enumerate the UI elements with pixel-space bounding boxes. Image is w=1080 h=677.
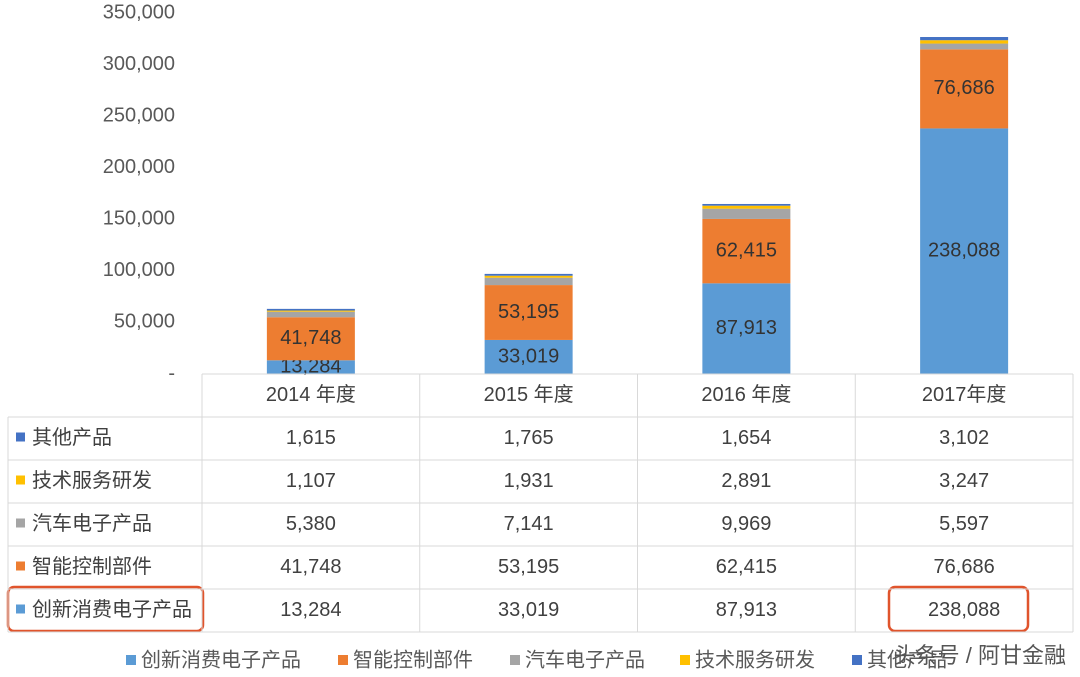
row-label: 汽车电子产品 [32,512,152,535]
table-cell: 1,107 [286,470,336,492]
legend-key [680,655,690,665]
data-label: 41,748 [280,327,341,349]
bar-segment [702,283,791,374]
bar-segment [920,49,1009,129]
legend-label: 其他产品 [867,648,947,671]
table-cell: 9,969 [721,513,771,535]
row-label: 智能控制部件 [32,555,152,578]
table-cell: 1,931 [504,470,554,492]
y-tick-label: 150,000 [103,208,175,230]
y-tick-label: 50,000 [114,311,175,333]
data-label: 87,913 [716,317,777,339]
bar-segment [702,218,791,284]
table-cell: 33,019 [498,599,559,621]
bar-segment [266,311,355,318]
table-cell: 3,247 [939,470,989,492]
bar-segment [702,203,791,206]
data-label: 53,195 [498,301,559,323]
bar-segment [266,317,355,361]
y-tick-label: 350,000 [103,1,175,23]
data-label: 238,088 [928,239,1000,261]
table-cell: 5,597 [939,513,989,535]
legend-label: 汽车电子产品 [525,648,645,671]
y-tick-label: - [168,362,175,384]
data-label: 76,686 [934,77,995,99]
column-header: 2017年度 [922,383,1007,406]
table-cell: 5,380 [286,513,336,535]
y-tick-label: 100,000 [103,259,175,281]
bar-segment [920,40,1009,44]
watermark: 头条号 / 阿甘金融 [894,643,1066,668]
legend-key [852,655,862,665]
bar-segment [484,339,573,374]
highlight-box [887,585,1030,633]
legend-label: 智能控制部件 [353,648,473,671]
table-cell: 41,748 [280,556,341,578]
column-header: 2015 年度 [484,383,574,406]
legend-key [16,561,25,571]
legend-key [16,475,25,485]
bar-segment [266,360,355,374]
table-cell: 3,102 [939,427,989,449]
data-label: 62,415 [716,239,777,261]
legend-key [510,655,520,665]
table-cell: 87,913 [716,599,777,621]
y-tick-label: 300,000 [103,53,175,75]
legend-label: 创新消费电子产品 [141,648,301,671]
table-cell: 62,415 [716,556,777,578]
bar-segment [920,128,1009,374]
bar-segment [702,205,791,209]
y-tick-label: 250,000 [103,104,175,126]
legend-key [16,518,25,528]
y-tick-label: 200,000 [103,156,175,178]
table-cell: 53,195 [498,556,559,578]
bar-segment [920,37,1009,41]
table-cell: 2,891 [721,470,771,492]
legend-key [338,655,348,665]
column-header: 2014 年度 [266,383,356,406]
table-cell: 238,088 [928,599,1000,621]
bar-segment [266,310,355,312]
table-cell: 1,615 [286,427,336,449]
table-cell: 1,654 [721,427,771,449]
table-cell: 7,141 [504,513,554,535]
bar-segment [484,275,573,278]
bar-segment [920,43,1009,50]
bar-segment [484,285,573,340]
legend-key [126,655,136,665]
bar-segment [484,273,573,276]
row-label: 创新消费电子产品 [32,598,192,621]
bar-segment [702,208,791,219]
bar-segment [266,308,355,311]
legend-label: 技术服务研发 [695,648,815,671]
row-label: 技术服务研发 [32,469,152,492]
column-header: 2016 年度 [701,383,791,406]
data-label: 33,019 [498,345,559,367]
row-label: 其他产品 [32,426,112,449]
table-cell: 76,686 [934,556,995,578]
legend-key [16,604,25,614]
table-cell: 1,765 [504,427,554,449]
data-label: 13,284 [280,355,341,377]
table-cell: 13,284 [280,599,341,621]
bar-segment [484,277,573,286]
legend-key [16,432,25,442]
